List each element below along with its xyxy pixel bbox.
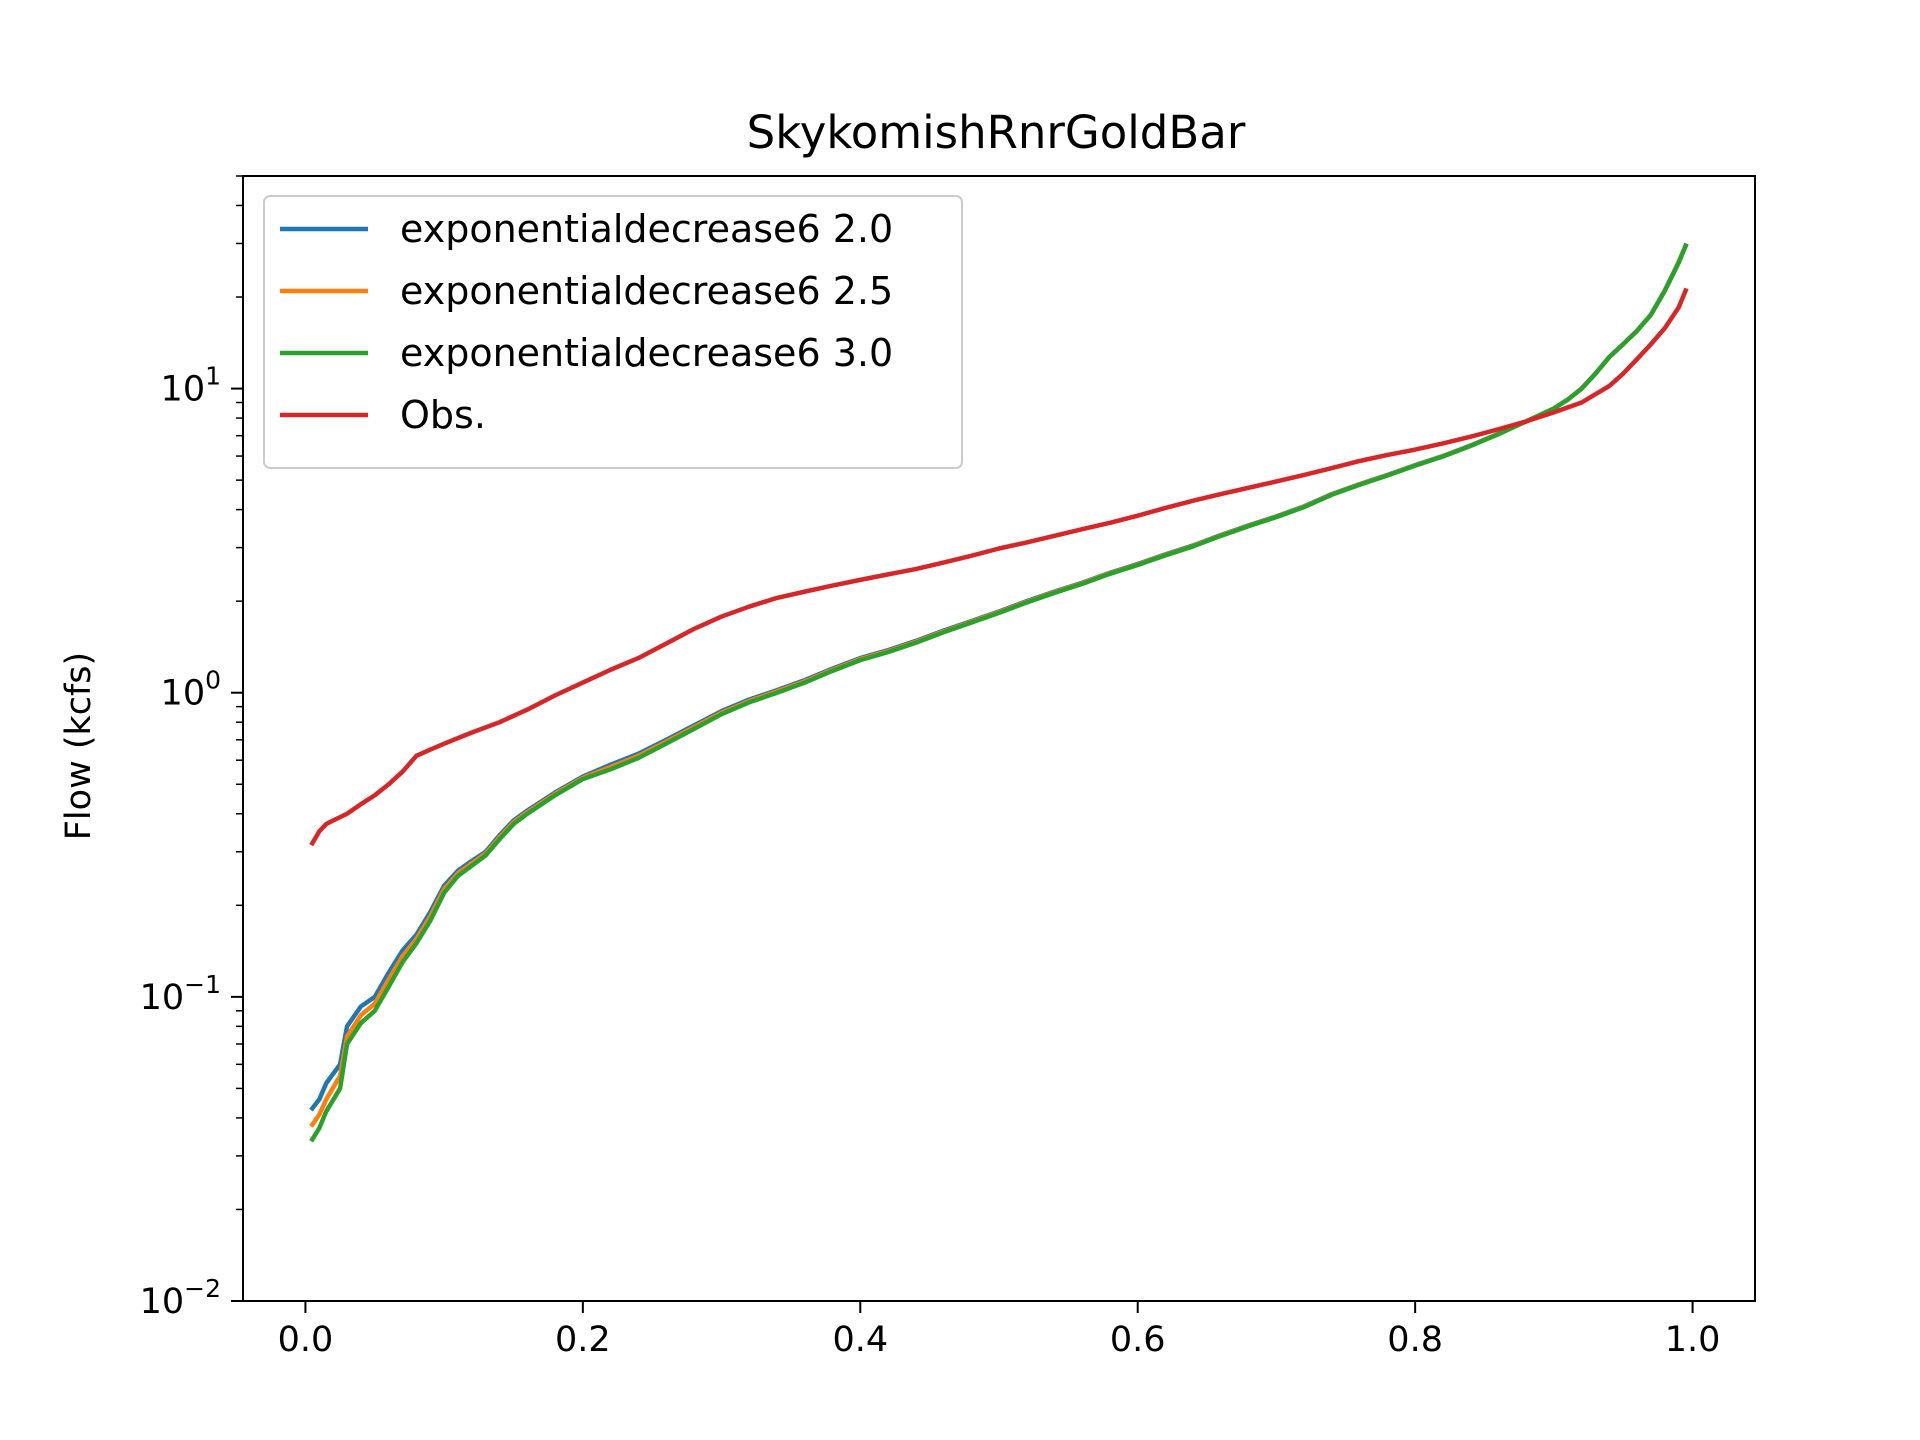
x-tick-label: 0.4 — [832, 1320, 888, 1360]
y-tick-label: 101 — [161, 362, 221, 410]
legend-label: exponentialdecrease6 2.0 — [400, 207, 893, 251]
legend-label: exponentialdecrease6 3.0 — [400, 331, 893, 375]
y-tick-label: 10−1 — [140, 970, 221, 1018]
legend-label: Obs. — [400, 393, 486, 437]
y-tick-label: 10−2 — [140, 1274, 221, 1322]
axes-frame — [242, 175, 1756, 1302]
x-tick-label: 1.0 — [1665, 1320, 1721, 1360]
y-tick-label: 100 — [161, 666, 221, 714]
x-tick-label: 0.6 — [1110, 1320, 1166, 1360]
x-tick-label: 0.0 — [278, 1320, 334, 1360]
x-tick-label: 0.2 — [555, 1320, 611, 1360]
legend-label: exponentialdecrease6 2.5 — [400, 269, 893, 313]
series-line-4 — [309, 287, 1689, 847]
axes: 0.0 0.2 0.4 0.6 0.8 1.0 10−2 10−1 100 101 — [140, 175, 1721, 1360]
legend: exponentialdecrease6 2.0 exponentialdecre… — [263, 195, 963, 469]
x-tick-label: 0.8 — [1387, 1320, 1443, 1360]
plot-area — [309, 242, 1689, 1143]
y-axis-label: Flow (kcfs) — [59, 652, 99, 840]
legend-box — [263, 195, 963, 469]
chart-title: SkykomishRnrGoldBar — [747, 106, 1246, 159]
